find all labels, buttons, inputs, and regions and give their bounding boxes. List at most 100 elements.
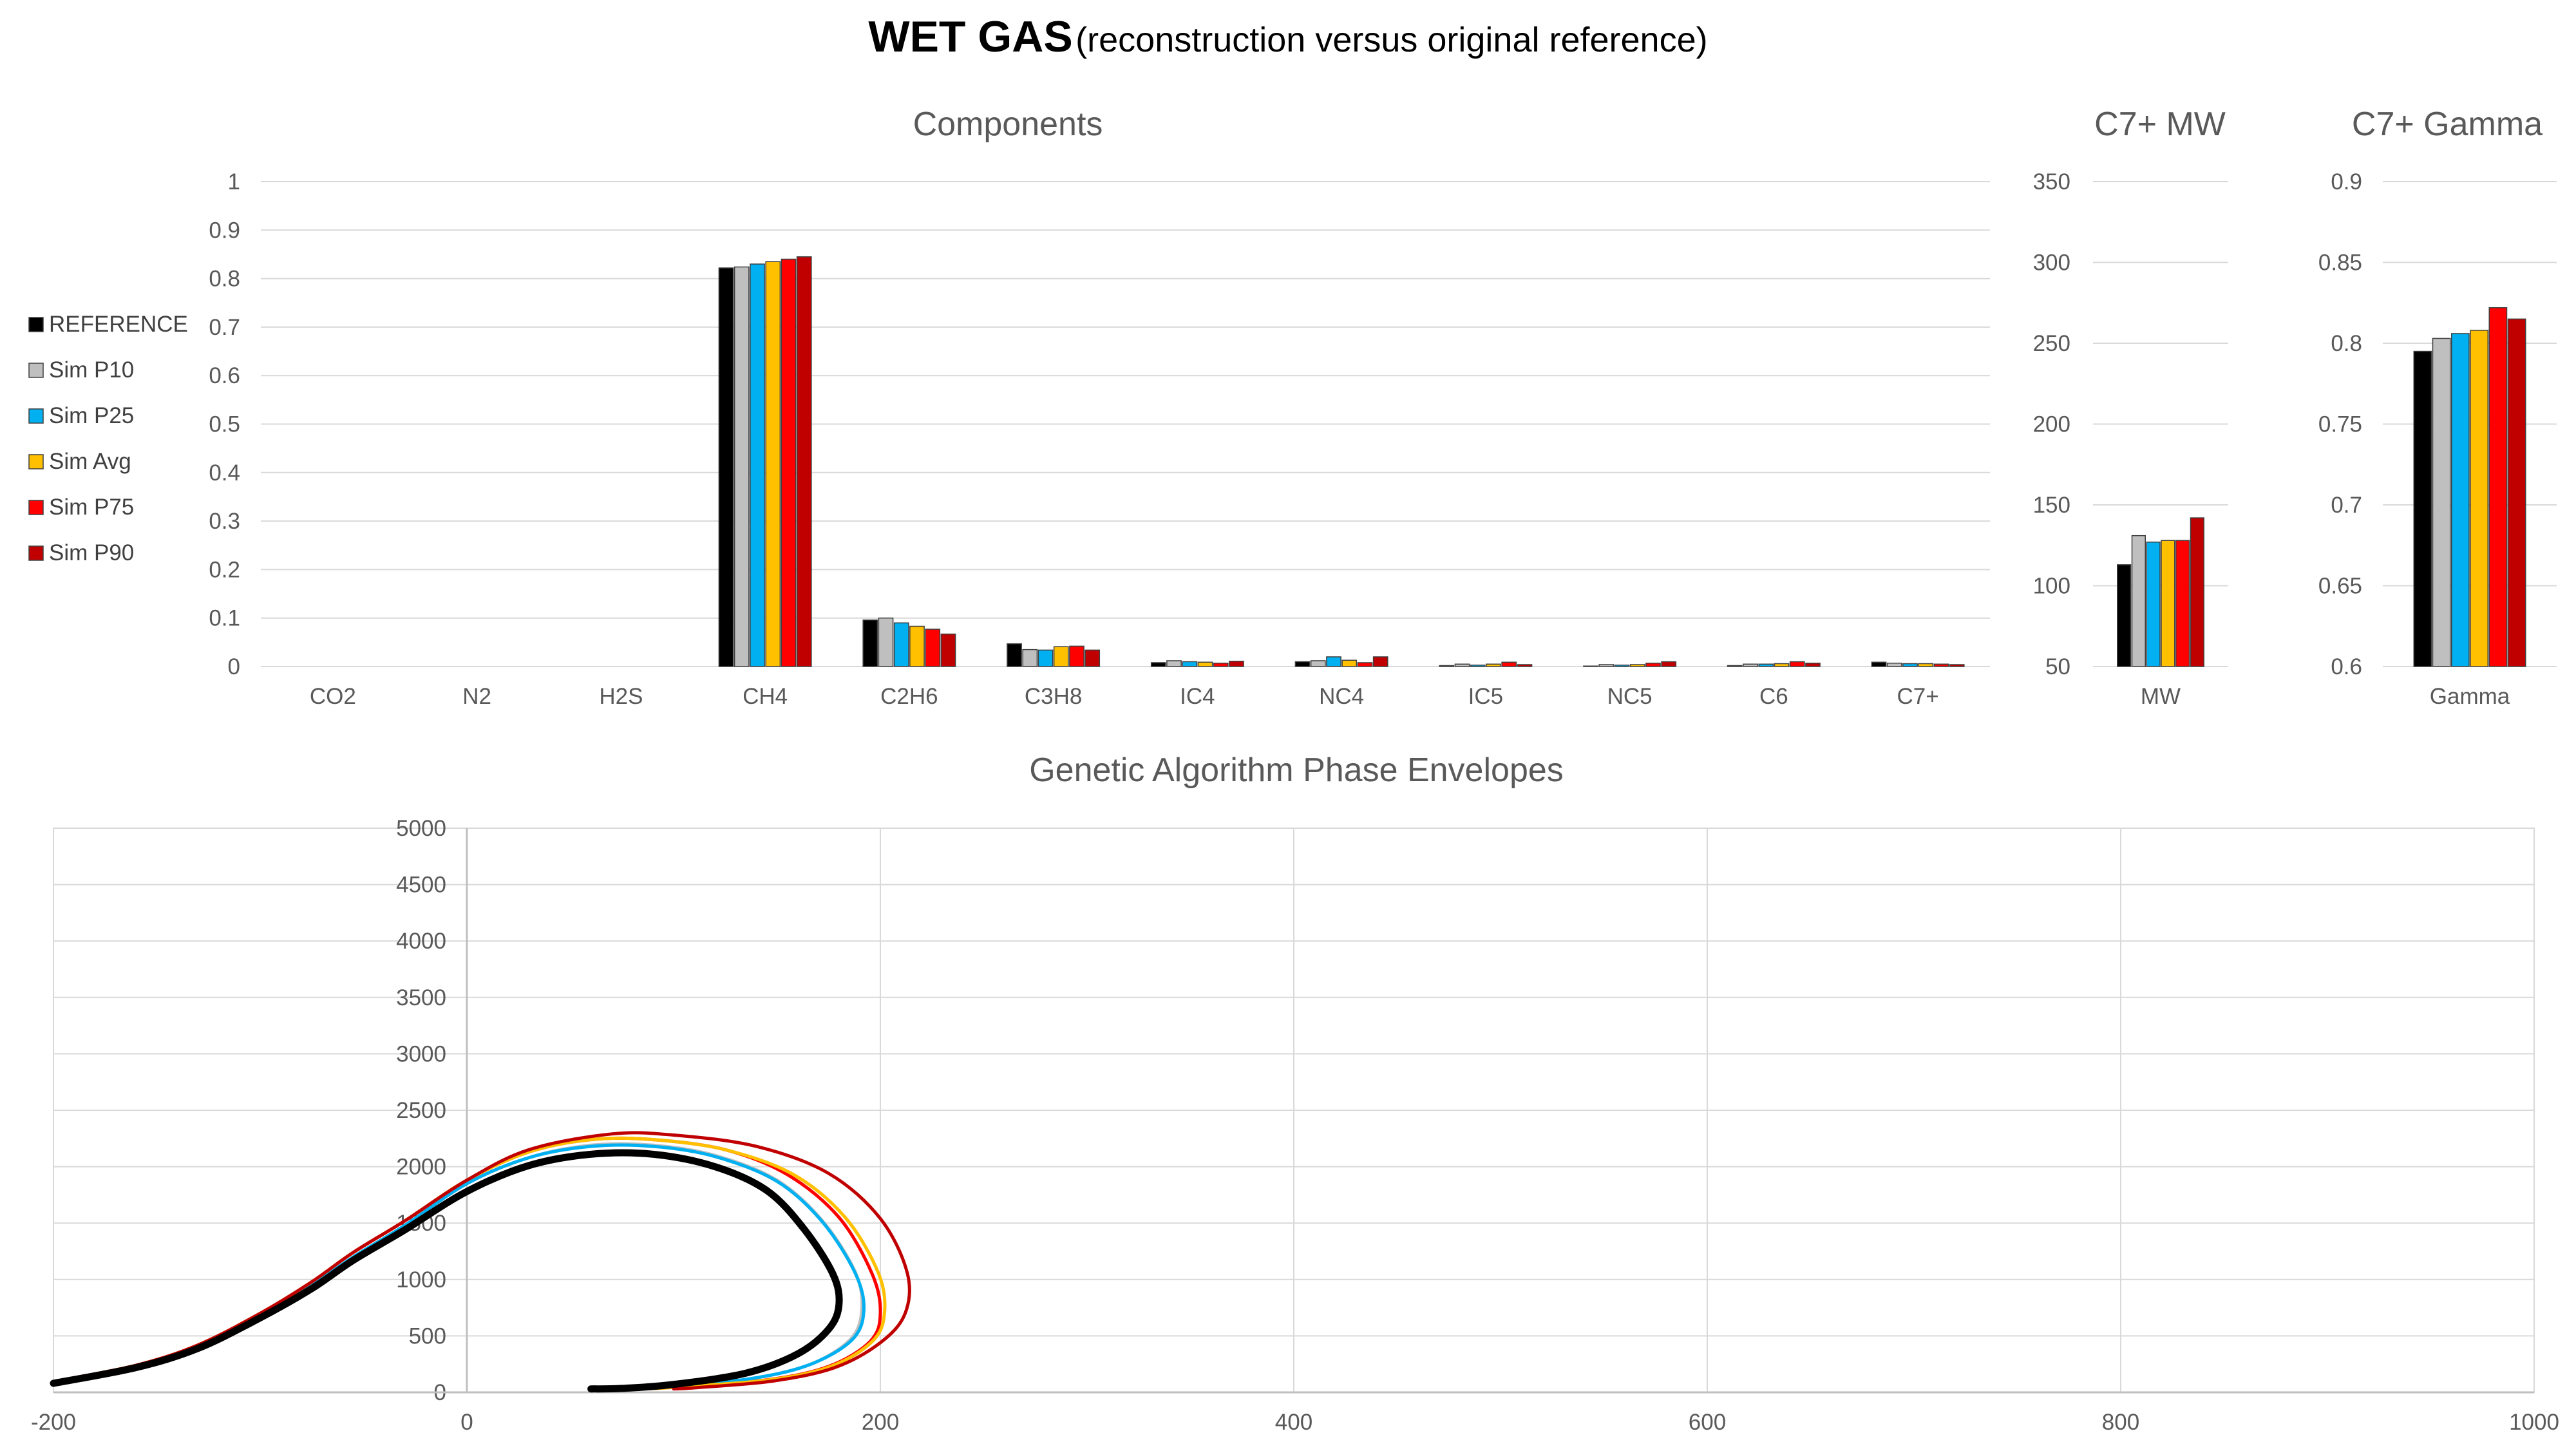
legend-swatch bbox=[28, 500, 44, 515]
phase-envelope-chart: Genetic Algorithm Phase Envelopes 0 500 10… bbox=[31, 752, 2559, 1435]
mw-ytick-label: 200 bbox=[2033, 412, 2070, 437]
components-bar bbox=[1902, 663, 1918, 667]
components-bar bbox=[1774, 663, 1790, 667]
components-bar bbox=[1229, 660, 1244, 667]
components-category-label: C7+ bbox=[1897, 684, 1939, 709]
phase-envelope-chart-title: Genetic Algorithm Phase Envelopes bbox=[1029, 752, 1564, 789]
components-category-label: NC5 bbox=[1607, 684, 1653, 709]
mw-bar bbox=[2146, 541, 2161, 667]
components-bar bbox=[1470, 664, 1486, 667]
components-bar bbox=[1197, 661, 1213, 667]
components-bar bbox=[1501, 661, 1517, 667]
components-bar bbox=[1069, 645, 1084, 667]
envelope-xtick-label: 600 bbox=[1689, 1410, 1726, 1435]
components-bar bbox=[1583, 665, 1598, 667]
gamma-category-label: Gamma bbox=[2430, 684, 2510, 709]
components-bar bbox=[1789, 661, 1805, 667]
mw-ytick-label: 100 bbox=[2033, 574, 2070, 599]
components-bar bbox=[1084, 649, 1101, 667]
envelope-xtick-label: 0 bbox=[460, 1410, 473, 1435]
legend-swatch bbox=[28, 454, 44, 469]
components-chart-title: Components bbox=[913, 106, 1103, 143]
envelope-series-line bbox=[52, 1131, 911, 1391]
legend-swatch bbox=[28, 317, 44, 332]
gamma-ytick-label: 0.75 bbox=[2318, 412, 2362, 437]
components-bar bbox=[1918, 663, 1934, 667]
mw-bar bbox=[2131, 535, 2146, 667]
envelope-ytick-label: 2500 bbox=[396, 1098, 446, 1123]
components-bar bbox=[1949, 664, 1965, 667]
page-title-main: WET GAS bbox=[868, 12, 1073, 61]
gamma-bar bbox=[2432, 337, 2451, 667]
mw-ytick-label: 250 bbox=[2033, 331, 2070, 356]
legend-entry: Sim P75 bbox=[49, 495, 134, 520]
mw-ytick-label: 150 bbox=[2033, 493, 2070, 518]
legend-entry: Sim P10 bbox=[49, 357, 134, 383]
components-ytick-label: 0.9 bbox=[209, 218, 240, 243]
mw-bar bbox=[2161, 540, 2175, 667]
components-bar bbox=[1037, 649, 1054, 667]
gamma-ytick-label: 0.85 bbox=[2318, 251, 2362, 276]
components-bar bbox=[940, 633, 956, 667]
components-category-label: CH4 bbox=[743, 684, 788, 709]
legend-swatch bbox=[28, 363, 44, 378]
components-bar bbox=[1182, 661, 1198, 667]
envelope-ytick-label: 3000 bbox=[396, 1041, 446, 1066]
components-bar bbox=[796, 256, 812, 667]
mw-ytick-label: 50 bbox=[2045, 654, 2070, 679]
legend-entry: REFERENCE bbox=[49, 312, 188, 337]
legend-entry: Sim P90 bbox=[49, 540, 134, 565]
legend-entry: Sim Avg bbox=[49, 449, 131, 474]
envelope-series-line bbox=[50, 1149, 843, 1393]
components-chart: Components 0 0.1 0.2 0.3 0.4 0.5 0.6 0.7 0.8 0.9 1… bbox=[209, 106, 1990, 709]
c7-gamma-chart: C7+ Gamma 0.6 0.65 0.7 0.75 0.8 0.85 0.9 Gamma bbox=[2318, 106, 2557, 709]
envelope-xtick-label: 400 bbox=[1275, 1410, 1312, 1435]
components-category-label: CO2 bbox=[310, 684, 356, 709]
components-category-label: C3H8 bbox=[1025, 684, 1082, 709]
components-bar bbox=[1486, 663, 1501, 667]
components-ytick-label: 0 bbox=[228, 654, 240, 679]
gamma-ytick-label: 0.6 bbox=[2331, 654, 2362, 679]
mw-bar bbox=[2175, 540, 2190, 667]
mw-category-label: MW bbox=[2141, 684, 2181, 709]
components-bar bbox=[1758, 663, 1774, 667]
envelope-ytick-label: 4000 bbox=[396, 929, 446, 954]
components-bar bbox=[1517, 664, 1533, 667]
components-bar bbox=[1871, 661, 1887, 667]
components-bar bbox=[1007, 643, 1022, 667]
envelope-xtick-label: -200 bbox=[31, 1410, 76, 1435]
components-bar bbox=[1294, 661, 1311, 667]
components-ytick-label: 0.7 bbox=[209, 315, 240, 340]
components-bar bbox=[1661, 661, 1677, 667]
envelope-xtick-label: 200 bbox=[862, 1410, 899, 1435]
envelope-ytick-label: 2000 bbox=[396, 1155, 446, 1180]
components-bar bbox=[1629, 664, 1645, 667]
legend-swatch bbox=[28, 545, 44, 561]
components-ytick-label: 0.2 bbox=[209, 557, 240, 582]
components-category-label: IC4 bbox=[1180, 684, 1215, 709]
components-category-label: IC5 bbox=[1468, 684, 1503, 709]
envelope-ytick-label: 1000 bbox=[396, 1267, 446, 1293]
envelope-xtick-label: 1000 bbox=[2509, 1410, 2559, 1435]
gamma-ytick-label: 0.65 bbox=[2318, 574, 2362, 599]
components-bar bbox=[862, 619, 878, 667]
components-category-label: N2 bbox=[462, 684, 491, 709]
envelope-ytick-label: 500 bbox=[409, 1323, 446, 1349]
components-bar bbox=[1213, 662, 1229, 667]
components-ytick-label: 0.5 bbox=[209, 412, 240, 437]
components-bar bbox=[1727, 665, 1743, 667]
components-category-label: C2H6 bbox=[880, 684, 938, 709]
components-bar bbox=[1886, 662, 1902, 667]
components-bar bbox=[734, 266, 750, 667]
components-ytick-label: 0.1 bbox=[209, 606, 240, 631]
components-bar bbox=[909, 625, 925, 667]
mw-ytick-label: 350 bbox=[2033, 169, 2070, 194]
components-bar bbox=[750, 263, 765, 667]
legend-swatch bbox=[28, 408, 44, 424]
c7-gamma-chart-title: C7+ Gamma bbox=[2352, 106, 2543, 143]
components-bar bbox=[1166, 660, 1182, 667]
components-bar bbox=[1743, 663, 1758, 667]
components-ytick-label: 0.6 bbox=[209, 363, 240, 388]
envelope-ytick-label: 3500 bbox=[396, 985, 446, 1010]
